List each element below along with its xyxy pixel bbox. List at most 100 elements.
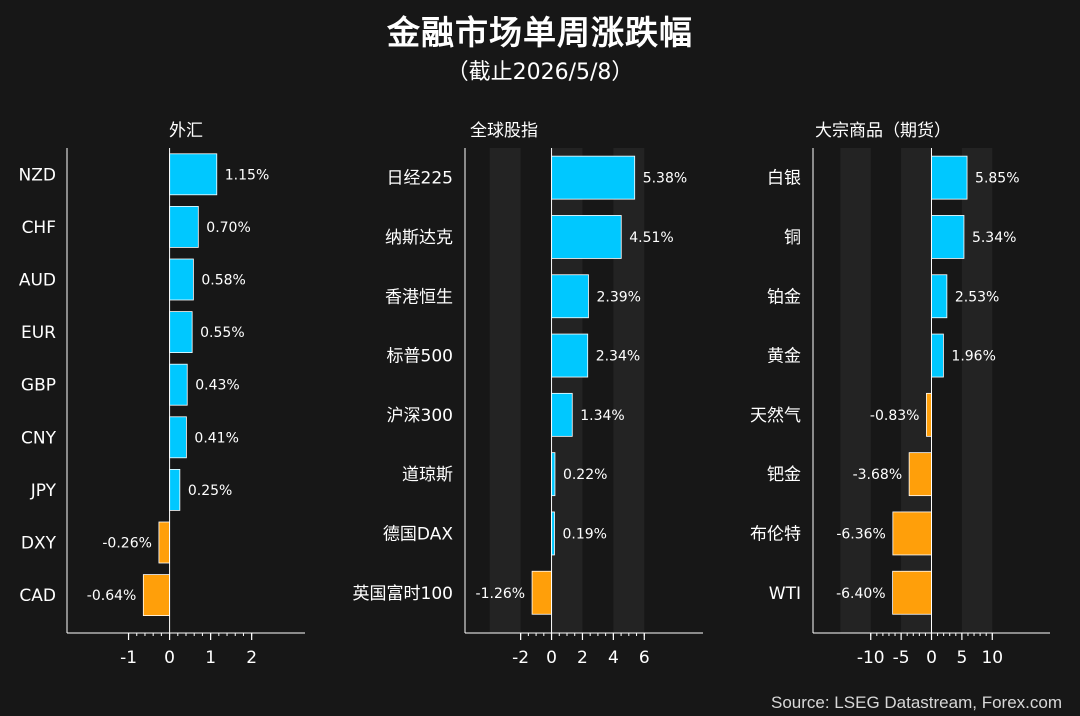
value-label: 5.38% xyxy=(643,171,687,187)
chart-title: 金融市场单周涨跌幅 xyxy=(387,13,693,52)
bar xyxy=(551,274,589,319)
background-band xyxy=(489,148,521,633)
panel-3: 大宗商品（期货） 白银 5.85% 铜 5.34% 铂金 2.53% 黄金 1.96% 天然气 -0… xyxy=(750,121,1050,668)
category-label: 道琼斯 xyxy=(402,465,453,485)
tick-label: 2 xyxy=(246,648,257,668)
bar xyxy=(158,521,170,564)
category-label: NZD xyxy=(19,165,56,185)
category-label: 标普500 xyxy=(387,347,453,367)
value-label: -6.40% xyxy=(836,586,886,602)
bar xyxy=(169,153,218,196)
category-label: 日经225 xyxy=(387,169,453,189)
value-label: 2.53% xyxy=(955,289,999,305)
bar xyxy=(931,155,968,200)
value-label: -3.68% xyxy=(853,467,903,483)
category-label: 黄金 xyxy=(767,347,801,367)
tick-label: -1 xyxy=(120,648,137,668)
panel-title: 大宗商品（期货） xyxy=(815,121,951,141)
value-label: -6.36% xyxy=(836,526,886,542)
category-label: WTI xyxy=(769,584,801,604)
background-band xyxy=(961,148,993,633)
value-label: 4.51% xyxy=(629,230,673,246)
value-label: 0.55% xyxy=(200,325,244,341)
bar xyxy=(142,574,170,616)
value-label: 0.22% xyxy=(563,467,607,483)
bar xyxy=(169,363,188,406)
bar xyxy=(892,511,932,556)
value-label: 0.70% xyxy=(206,220,250,236)
category-label: 沪深300 xyxy=(387,406,453,426)
tick-label: 0 xyxy=(546,648,557,668)
value-label: -0.26% xyxy=(102,536,152,552)
bar xyxy=(931,274,948,319)
value-label: 1.34% xyxy=(580,408,624,424)
tick-label: 5 xyxy=(956,648,967,668)
category-label: CHF xyxy=(22,218,56,238)
value-label: 0.19% xyxy=(562,526,606,542)
category-label: AUD xyxy=(19,271,56,291)
bar xyxy=(551,452,556,497)
category-label: DXY xyxy=(21,534,57,554)
tick-label: 0 xyxy=(164,648,175,668)
category-label: 纳斯达克 xyxy=(385,228,453,248)
value-label: 1.15% xyxy=(225,167,269,183)
bar xyxy=(169,468,181,511)
value-label: 1.96% xyxy=(951,349,995,365)
bar xyxy=(169,205,199,248)
value-label: 5.85% xyxy=(975,171,1019,187)
background-band xyxy=(840,148,871,633)
bar xyxy=(551,392,573,437)
tick-label: -5 xyxy=(893,648,910,668)
value-label: -0.64% xyxy=(87,588,137,604)
value-label: -0.83% xyxy=(870,408,920,424)
bar xyxy=(169,311,193,354)
panel-title: 全球股指 xyxy=(470,121,538,141)
bar xyxy=(169,258,194,301)
tick-label: 6 xyxy=(639,648,650,668)
bar xyxy=(551,155,636,200)
tick-label: 10 xyxy=(981,648,1003,668)
value-label: 5.34% xyxy=(972,230,1016,246)
value-label: 0.58% xyxy=(201,273,245,289)
bar xyxy=(908,452,932,497)
category-label: 布伦特 xyxy=(750,524,801,544)
category-label: 香港恒生 xyxy=(385,287,453,307)
category-label: 白银 xyxy=(767,169,801,189)
bar xyxy=(551,333,589,378)
bar xyxy=(169,416,187,459)
bar xyxy=(931,333,944,378)
bar xyxy=(926,392,932,437)
value-label: 2.34% xyxy=(596,349,640,365)
value-label: 0.43% xyxy=(195,378,239,394)
value-label: 2.39% xyxy=(596,289,640,305)
tick-label: 1 xyxy=(205,648,216,668)
value-label: 0.25% xyxy=(188,483,232,499)
category-label: CNY xyxy=(21,428,57,448)
tick-label: -10 xyxy=(857,648,885,668)
category-label: JPY xyxy=(30,481,57,501)
category-label: 英国富时100 xyxy=(353,584,453,604)
tick-label: -2 xyxy=(512,648,529,668)
category-label: GBP xyxy=(21,376,56,396)
category-label: 钯金 xyxy=(767,465,801,485)
category-label: 天然气 xyxy=(750,406,801,426)
tick-label: 2 xyxy=(577,648,588,668)
source-note: Source: LSEG Datastream, Forex.com xyxy=(771,693,1062,712)
chart-subtitle: （截止2026/5/8） xyxy=(446,60,634,85)
panel-1: 外汇 NZD 1.15% CHF 0.70% AUD 0.58% EUR 0.55% GBP 0.4… xyxy=(19,121,305,668)
category-label: 德国DAX xyxy=(383,524,453,544)
category-label: 铜 xyxy=(784,228,801,248)
bar xyxy=(931,215,965,259)
value-label: 0.41% xyxy=(194,430,238,446)
category-label: EUR xyxy=(21,323,56,343)
background-band xyxy=(901,148,932,633)
tick-label: 0 xyxy=(926,648,937,668)
bar xyxy=(551,215,622,259)
value-label: -1.26% xyxy=(476,586,526,602)
panel-title: 外汇 xyxy=(169,121,203,141)
bar xyxy=(531,570,552,615)
category-label: 铂金 xyxy=(767,287,801,307)
bar xyxy=(892,570,932,615)
